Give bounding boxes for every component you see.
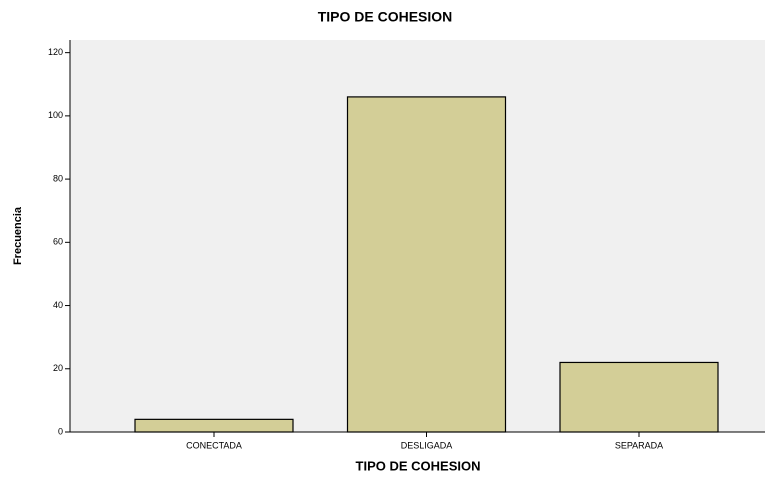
y-tick-label: 120 <box>48 47 63 57</box>
x-axis-label: TIPO DE COHESION <box>356 458 481 473</box>
x-tick-label: CONECTADA <box>186 440 242 450</box>
y-tick-label: 80 <box>53 173 63 183</box>
x-tick-label: DESLIGADA <box>401 440 453 450</box>
x-tick-label: SEPARADA <box>615 440 663 450</box>
bar <box>559 361 719 433</box>
y-tick-label: 40 <box>53 300 63 310</box>
chart-title: TIPO DE COHESION <box>318 9 453 25</box>
y-tick-label: 60 <box>53 237 63 247</box>
y-tick-label: 100 <box>48 110 63 120</box>
bar <box>346 96 507 433</box>
y-tick-label: 20 <box>53 363 63 373</box>
y-axis-label: Frecuencia <box>12 206 24 265</box>
y-tick-label: 0 <box>58 426 63 436</box>
bar <box>134 418 294 433</box>
